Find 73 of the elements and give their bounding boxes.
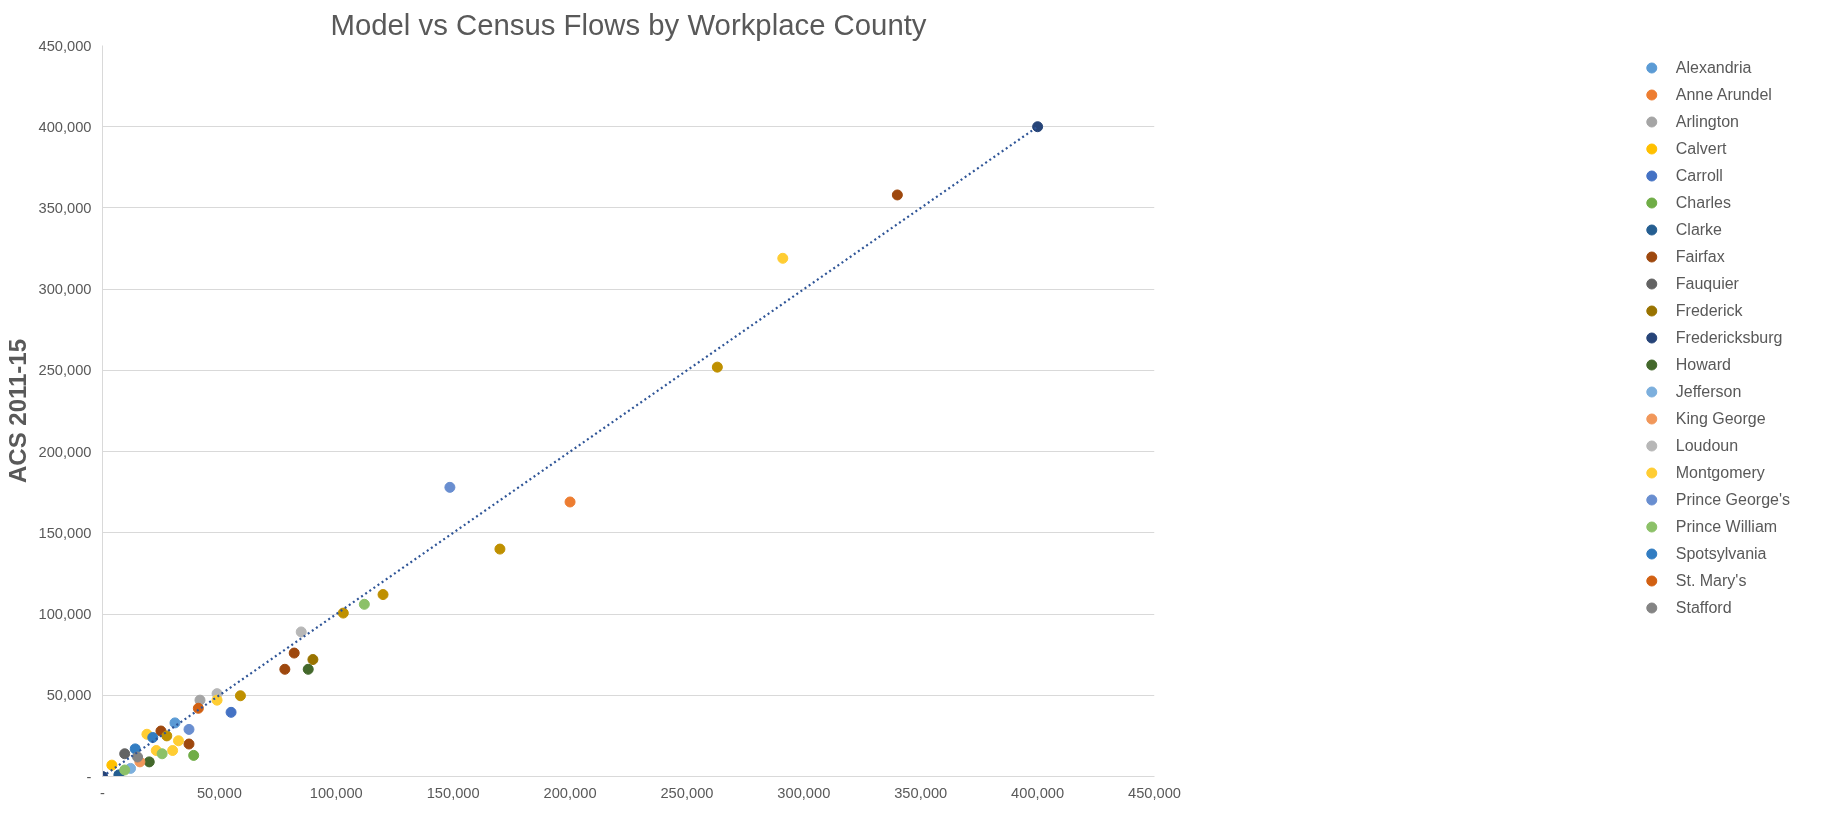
- x-tick-label: 200,000: [543, 784, 597, 801]
- point: [494, 543, 506, 555]
- x-tick-label: 100,000: [309, 784, 363, 801]
- y-tick-label: 100,000: [38, 606, 92, 623]
- y-tick-label: 150,000: [38, 524, 92, 541]
- legend-label: Charles: [1675, 193, 1731, 212]
- point: [156, 748, 168, 760]
- point: [444, 481, 456, 493]
- y-tick-label: 450,000: [38, 37, 92, 54]
- legend-label: Stafford: [1675, 598, 1732, 617]
- x-tick-label: 450,000: [1128, 784, 1181, 801]
- point: [119, 748, 131, 760]
- point: [711, 361, 723, 373]
- legend-label: Howard: [1675, 355, 1731, 374]
- legend-label: Jefferson: [1675, 382, 1742, 401]
- point: [119, 764, 131, 776]
- legend-label: Frederick: [1675, 301, 1743, 320]
- legend-label: Clarke: [1675, 220, 1723, 239]
- point: [295, 626, 307, 638]
- y-tick-label: 250,000: [38, 362, 92, 379]
- point: [288, 647, 300, 659]
- y-tick-label: 50,000: [46, 687, 92, 704]
- point: [279, 663, 291, 675]
- point: [302, 663, 314, 675]
- legend-label: St. Mary's: [1675, 571, 1747, 590]
- x-tick-label: 150,000: [426, 784, 480, 801]
- x-tick-label: 350,000: [894, 784, 948, 801]
- legend-label: Carroll: [1675, 166, 1723, 185]
- y-tick-label: 300,000: [38, 281, 92, 298]
- point: [169, 717, 181, 729]
- y-tick-label: 200,000: [38, 443, 92, 460]
- x-tick-label: 50,000: [196, 784, 242, 801]
- legend-label: Spotsylvania: [1675, 544, 1767, 563]
- x-tick-label: 300,000: [777, 784, 831, 801]
- y-tick-label: 350,000: [38, 199, 92, 216]
- point: [891, 189, 903, 201]
- legend-label: Arlington: [1675, 112, 1739, 131]
- point: [337, 607, 349, 619]
- legend-label: Calvert: [1675, 139, 1727, 158]
- point: [1032, 121, 1044, 133]
- legend-label: Fredericksburg: [1675, 328, 1783, 347]
- x-tick-label: 400,000: [1011, 784, 1065, 801]
- point: [183, 738, 195, 750]
- y-tick-label: 400,000: [38, 118, 92, 135]
- legend-label: Fairfax: [1675, 247, 1725, 266]
- legend-label: Anne Arundel: [1675, 85, 1772, 104]
- point: [132, 751, 144, 763]
- legend-label: Montgomery: [1675, 463, 1765, 482]
- point: [377, 589, 389, 601]
- point: [225, 706, 237, 718]
- chart-title: Model vs Census Flows by Workplace County: [330, 7, 927, 41]
- legend-label: Loudoun: [1675, 436, 1739, 455]
- x-tick-label: 250,000: [660, 784, 714, 801]
- point: [161, 730, 173, 742]
- legend-label: Prince William: [1675, 517, 1778, 536]
- y-axis-title: ACS 2011-15: [3, 338, 31, 484]
- legend-label: Prince George's: [1675, 490, 1790, 509]
- point: [188, 749, 200, 761]
- point: [167, 745, 179, 756]
- point: [564, 496, 576, 508]
- point: [234, 690, 246, 702]
- point: [777, 252, 789, 264]
- y-tick-label: -: [86, 768, 92, 785]
- point: [183, 723, 195, 735]
- x-tick-label: -: [100, 784, 106, 801]
- point: [106, 759, 118, 771]
- point: [172, 735, 184, 747]
- point: [307, 654, 319, 666]
- point: [143, 756, 155, 768]
- point: [358, 598, 370, 610]
- legend-label: Alexandria: [1675, 58, 1752, 77]
- legend-label: King George: [1675, 409, 1766, 428]
- legend-label: Fauquier: [1675, 274, 1739, 293]
